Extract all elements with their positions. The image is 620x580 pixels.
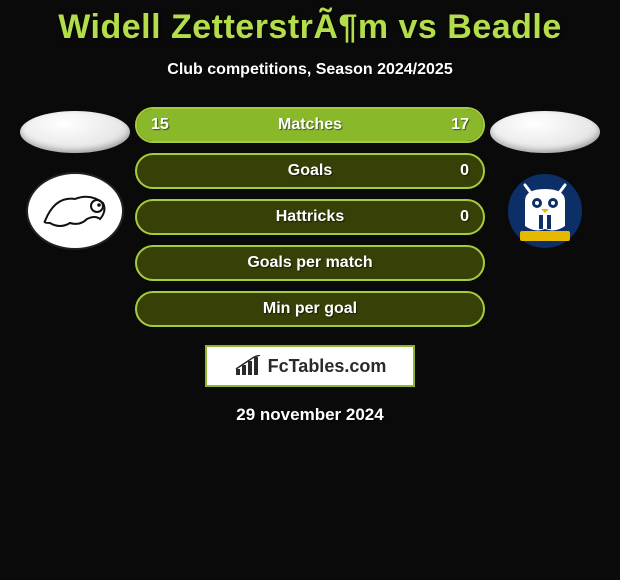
date-label: 29 november 2024	[0, 405, 620, 425]
left-avatar-placeholder	[20, 111, 130, 153]
stat-right-value: 0	[460, 162, 469, 180]
stat-label: Matches	[137, 116, 483, 134]
page-title: Widell ZetterstrÃ¶m vs Beadle	[0, 8, 620, 47]
stat-label: Goals per match	[137, 254, 483, 272]
stat-right-value: 17	[451, 116, 469, 134]
stat-row: Min per goal	[135, 291, 485, 327]
subtitle: Club competitions, Season 2024/2025	[0, 61, 620, 79]
stat-row: Goals0	[135, 153, 485, 189]
stat-row: 15Matches17	[135, 107, 485, 143]
brand-chart-icon	[234, 355, 262, 377]
stat-right-value: 0	[460, 208, 469, 226]
brand-text: FcTables.com	[268, 356, 387, 377]
stat-label: Hattricks	[137, 208, 483, 226]
stat-label: Goals	[137, 162, 483, 180]
comparison-panel: 15Matches17Goals0Hattricks0Goals per mat…	[0, 107, 620, 327]
brand-badge: FcTables.com	[205, 345, 415, 387]
stat-row: Goals per match	[135, 245, 485, 281]
left-player-col	[15, 107, 135, 251]
right-avatar-placeholder	[490, 111, 600, 153]
right-club-badge	[495, 171, 595, 251]
left-club-badge	[25, 171, 125, 251]
stat-label: Min per goal	[137, 300, 483, 318]
right-player-col	[485, 107, 605, 251]
stat-row: Hattricks0	[135, 199, 485, 235]
stats-column: 15Matches17Goals0Hattricks0Goals per mat…	[135, 107, 485, 327]
